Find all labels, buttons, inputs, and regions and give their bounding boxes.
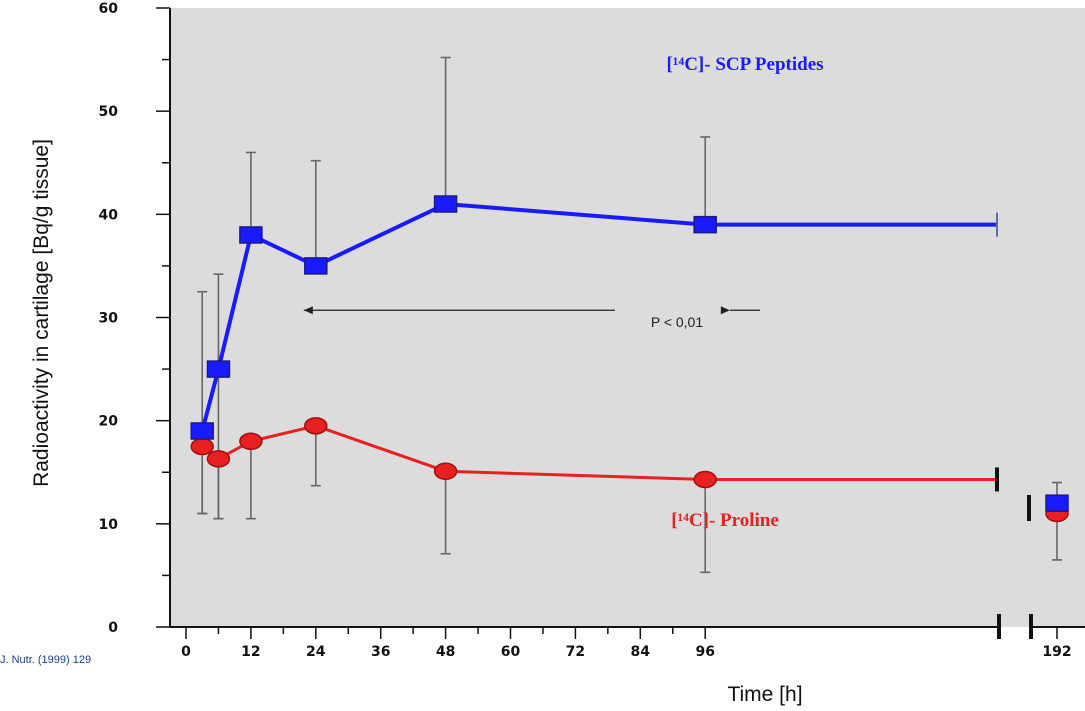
series-markers	[190, 195, 1069, 523]
y-tick-label: 40	[99, 207, 119, 223]
y-axis-title: Radioactivity in cartilage [Bq/g tissue]	[30, 139, 53, 487]
error-bars	[197, 56, 1062, 574]
data-point-circle	[304, 417, 328, 435]
x-tick-label: 12	[241, 644, 260, 660]
data-point-circle	[239, 432, 263, 451]
source-citation: J. Nutr. (1999) 129	[0, 654, 91, 666]
data-point-circle	[206, 450, 231, 468]
series-label-peptides: [¹⁴C]- SCP Peptides	[666, 54, 823, 75]
x-tick-label: 0	[181, 644, 191, 660]
annotation-arrowhead-right	[720, 306, 730, 315]
x-tick-label: 60	[501, 644, 521, 660]
annotation-text: P < 0,01	[651, 314, 704, 330]
x-tick-label: 84	[631, 644, 651, 660]
y-tick-label: 50	[99, 104, 119, 120]
data-point-square	[190, 422, 214, 440]
x-tick-label: 192	[1042, 644, 1071, 660]
y-axis: 0 10 20 30 40 50 60	[99, 1, 171, 636]
x-tick-label: 96	[695, 644, 714, 660]
y-tick-label: 10	[99, 517, 119, 533]
x-tick-label: 24	[306, 644, 326, 660]
data-point-square	[693, 215, 717, 234]
data-point-square	[304, 257, 328, 275]
x-axis: 0 12 24 36 48 60 72 84 96 192	[170, 614, 1085, 660]
data-point-circle	[433, 462, 458, 480]
x-tick-label: 72	[566, 644, 585, 660]
plot-area	[170, 8, 1085, 627]
data-point-square	[239, 226, 263, 244]
x-axis-title: Time [h]	[727, 683, 802, 706]
data-point-circle	[190, 437, 214, 456]
data-point-circle	[693, 470, 717, 489]
x-tick-label: 36	[371, 644, 390, 660]
series-label-proline: [¹⁴C]- Proline	[671, 510, 779, 531]
y-tick-label: 0	[108, 620, 118, 636]
y-tick-label: 60	[99, 1, 119, 17]
y-tick-label: 30	[99, 311, 119, 327]
y-tick-label: 20	[99, 414, 119, 430]
x-tick-label: 48	[436, 644, 455, 660]
significance-annotation: P < 0,01	[303, 306, 760, 330]
annotation-arrowhead-left	[303, 306, 313, 315]
data-point-square	[206, 360, 231, 378]
data-point-square	[1045, 494, 1069, 512]
data-point-square	[433, 195, 458, 213]
